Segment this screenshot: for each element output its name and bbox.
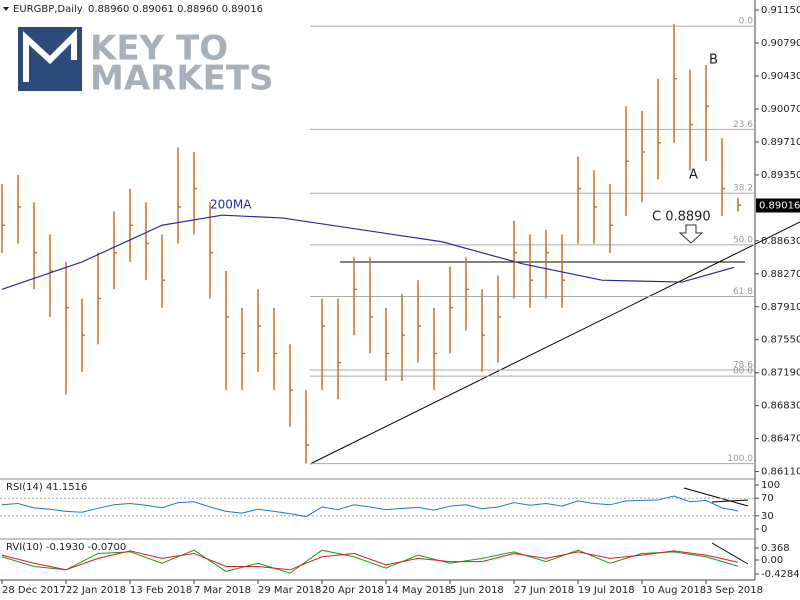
x-tick-label: 5 Jun 2018 — [450, 585, 504, 596]
y-tick-label: 0.91150 — [761, 5, 800, 16]
y-tick-label: -0.4284 — [761, 569, 800, 580]
logo-text: KEY TO — [90, 29, 228, 69]
wave-label: A — [689, 168, 698, 183]
y-tick-label: 0.86470 — [761, 434, 800, 445]
divergence-line — [683, 487, 749, 507]
rsi-title: RSI(14) 41.1516 — [6, 482, 87, 493]
y-tick-label: 0.88270 — [761, 269, 800, 280]
menu-arrow — [3, 7, 9, 11]
rvi-title: RVI(10) -0.1930 -0.0700 — [6, 542, 126, 553]
fib-label: 23.6 — [733, 120, 753, 130]
x-tick-label: 10 Aug 2018 — [642, 585, 706, 596]
x-tick-label: 27 Jun 2018 — [514, 585, 574, 596]
fib-label: 38.2 — [733, 184, 753, 194]
y-tick-label: 0.90790 — [761, 38, 800, 49]
y-tick-label: 0.90430 — [761, 71, 800, 82]
wave-label: B — [709, 53, 718, 68]
y-tick-label: 30 — [761, 511, 774, 522]
y-tick-label: 0.86830 — [761, 401, 800, 412]
ma-label: 200MA — [210, 198, 252, 212]
x-tick-label: 14 May 2018 — [386, 585, 451, 596]
current-price-box — [756, 198, 800, 213]
y-tick-label: 0.88630 — [761, 236, 800, 247]
y-tick-label: 0.00 — [761, 555, 783, 566]
x-tick-label: 29 Mar 2018 — [258, 585, 321, 596]
quote: 0.88960 0.89061 0.88960 0.89016 — [88, 4, 263, 15]
x-tick-label: 28 Dec 2017 — [2, 585, 66, 596]
wave-label: C 0.8890 — [652, 210, 711, 225]
x-tick-label: 3 Sep 2018 — [706, 585, 763, 596]
logo-text: MARKETS — [90, 59, 274, 99]
y-tick-label: 0.87550 — [761, 335, 800, 346]
y-tick-label: 0 — [761, 524, 767, 535]
y-tick-label: 70 — [761, 493, 774, 504]
fib-label: 61.8 — [733, 287, 753, 297]
fib-label: 50.0 — [733, 235, 753, 245]
y-tick-label: 0.89710 — [761, 137, 800, 148]
fib-label: 0.0 — [739, 17, 754, 27]
fib-label: 78.6 — [733, 361, 753, 371]
divergence-line — [711, 542, 749, 565]
y-tick-label: 0.87190 — [761, 368, 800, 379]
symbol: EURGBP,Daily — [13, 4, 83, 15]
y-tick-label: 0.87910 — [761, 302, 800, 313]
y-tick-label: 0.368 — [761, 543, 790, 554]
fib-label: 100.0 — [727, 454, 753, 464]
x-tick-label: 13 Feb 2018 — [130, 585, 192, 596]
y-tick-label: 0.86110 — [761, 467, 800, 478]
logo: KEY TO MARKETS — [18, 27, 274, 99]
y-tick-label: 0.89350 — [761, 170, 800, 181]
moving-average — [1, 214, 735, 290]
x-tick-label: 19 Jul 2018 — [578, 585, 635, 596]
indicator-line — [1, 495, 739, 518]
y-tick-label: 0.90070 — [761, 104, 800, 115]
x-tick-label: 7 Mar 2018 — [194, 585, 251, 596]
logo-mark — [23, 28, 77, 82]
x-tick-label: 20 Apr 2018 — [322, 585, 384, 596]
y-tick-label: 100 — [761, 480, 780, 491]
x-tick-label: 22 Jan 2018 — [66, 585, 126, 596]
down-arrow — [678, 224, 704, 244]
fib-label: 80.0 — [733, 367, 753, 377]
current-price-label: 0.89016 — [759, 200, 800, 211]
indicator-line — [1, 550, 739, 571]
